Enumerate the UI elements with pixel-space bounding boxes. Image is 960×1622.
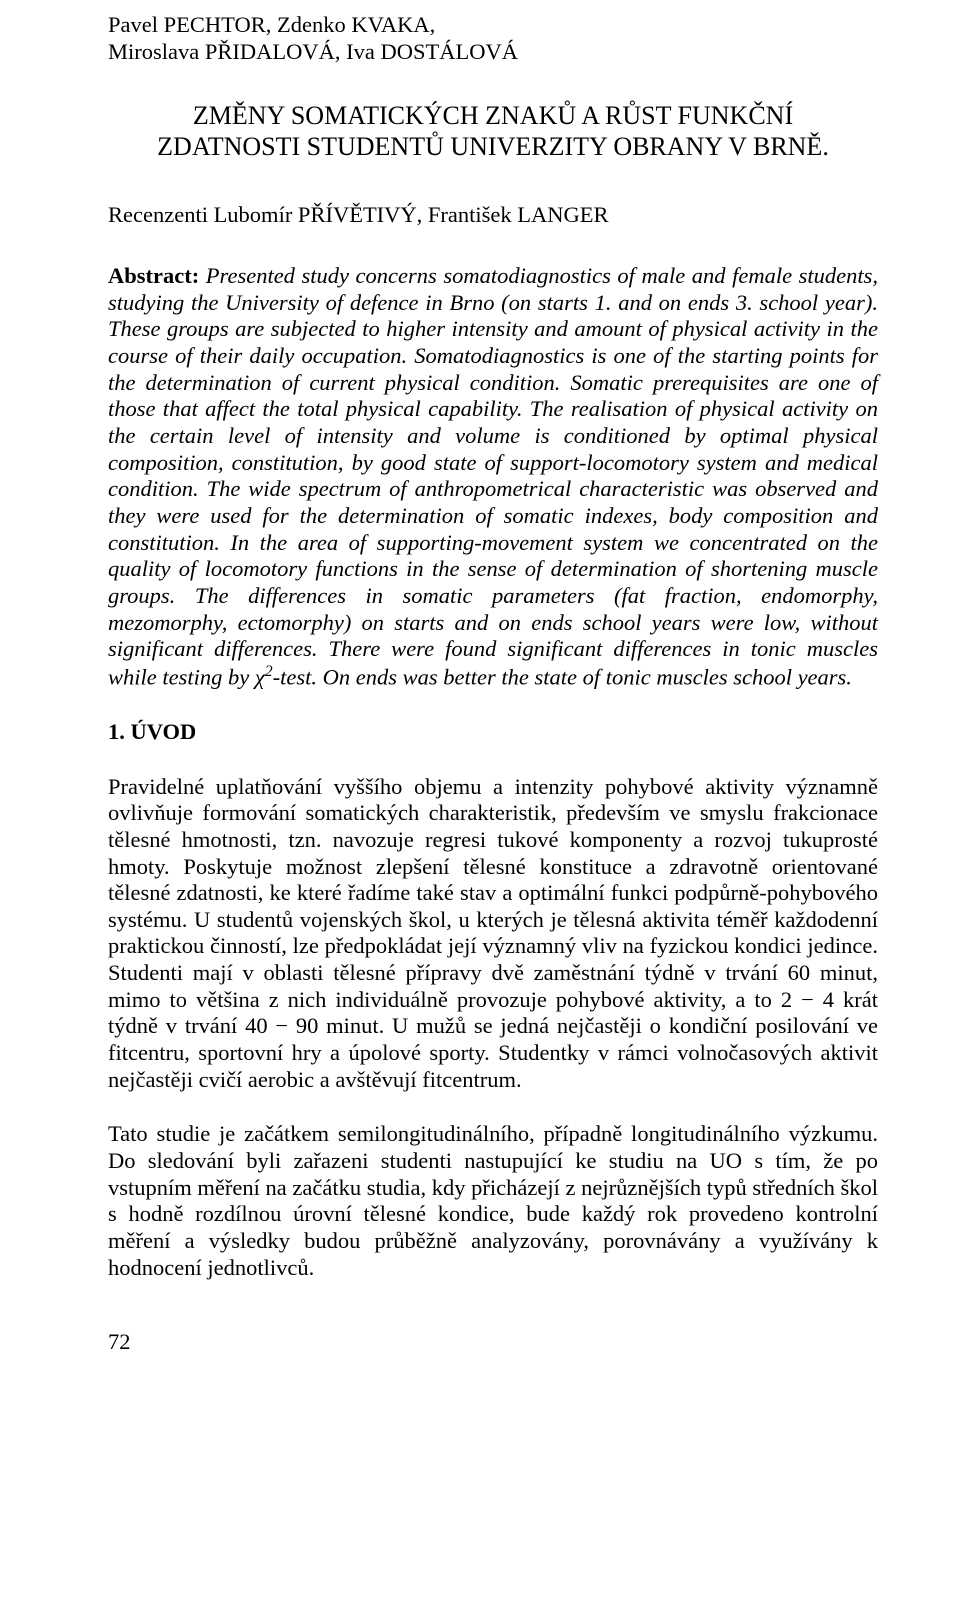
section-heading-uvod: 1. ÚVOD <box>108 719 878 746</box>
reviewers-line: Recenzenti Lubomír PŘÍVĚTIVÝ, František … <box>108 202 878 229</box>
chi-superscript: 2 <box>265 663 273 680</box>
abstract-body-after: -test. On ends was better the state of t… <box>273 664 852 689</box>
intro-paragraph-1: Pravidelné uplatňování vyššího objemu a … <box>108 774 878 1094</box>
authors-block: Pavel PECHTOR, Zdenko KVAKA, Miroslava P… <box>108 12 878 65</box>
title-line-2: ZDATNOSTI STUDENTŮ UNIVERZITY OBRANY V B… <box>108 132 878 163</box>
document-title: ZMĚNY SOMATICKÝCH ZNAKŮ A RŮST FUNKČNÍ Z… <box>108 101 878 162</box>
abstract-label: Abstract: <box>108 263 199 288</box>
authors-line-1: Pavel PECHTOR, Zdenko KVAKA, <box>108 12 878 39</box>
authors-line-2: Miroslava PŘIDALOVÁ, Iva DOSTÁLOVÁ <box>108 39 878 66</box>
intro-paragraph-2: Tato studie je začátkem semilongitudinál… <box>108 1121 878 1281</box>
page-number: 72 <box>108 1329 878 1356</box>
page: Pavel PECHTOR, Zdenko KVAKA, Miroslava P… <box>0 0 960 1622</box>
chi-symbol: χ <box>255 664 265 689</box>
title-line-1: ZMĚNY SOMATICKÝCH ZNAKŮ A RŮST FUNKČNÍ <box>108 101 878 132</box>
abstract-body-before: Presented study concerns somatodiagnosti… <box>108 263 878 689</box>
abstract-block: Abstract: Presented study concerns somat… <box>108 263 878 691</box>
